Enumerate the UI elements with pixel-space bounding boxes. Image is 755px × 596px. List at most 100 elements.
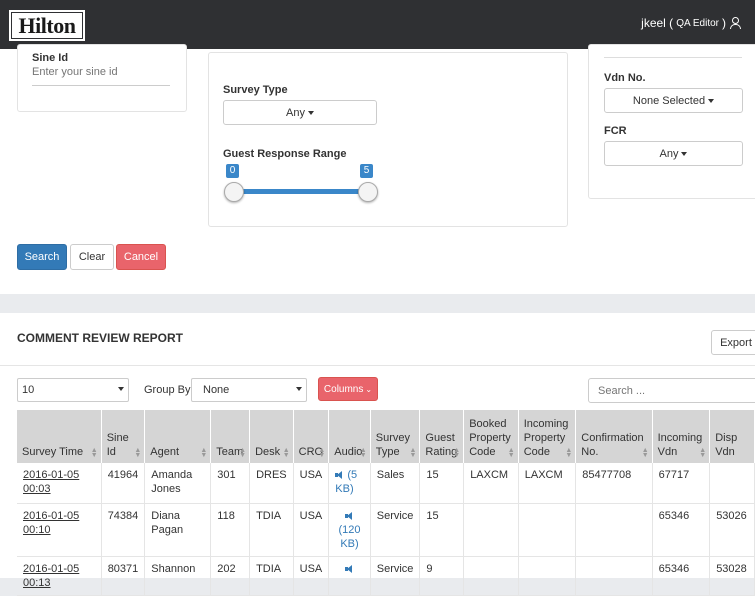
report-panel: COMMENT REVIEW REPORT Export 10 Group By… [0,313,755,596]
columns-button[interactable]: Columns ⌄ [318,377,378,401]
fcr-value: Any [659,147,679,160]
column-header[interactable]: Team ▲ ▼ [210,410,251,463]
table-cell: 65346 [652,503,711,557]
range-max-handle[interactable] [358,182,378,202]
caret-down-icon [708,98,715,103]
header-label: Guest Rating [425,432,458,458]
sort-icon: ▲ ▼ [90,447,98,459]
table-cell: 85477708 [575,463,653,504]
clear-button[interactable]: Clear [70,244,114,270]
column-header[interactable]: Booked Property Code ▲ ▼ [463,410,519,463]
sort-icon: ▲ ▼ [282,447,290,459]
audio-cell[interactable]: (5 KB) [328,463,371,504]
table-cell: Service [370,556,421,596]
table-cell: USA [293,503,330,557]
table-cell: 118 [210,503,251,557]
table-cell: TDIA [249,503,294,557]
vdn-dropdown[interactable]: None Selected [604,88,743,113]
table-cell [463,503,519,557]
range-min-handle[interactable] [224,182,244,202]
column-header[interactable]: CRO ▲ ▼ [293,410,330,463]
table-cell: Service [370,503,421,557]
export-button[interactable]: Export [711,330,755,355]
column-header[interactable]: Desk ▲ ▼ [249,410,294,463]
survey-filter-box [208,52,568,227]
sort-icon: ▲ ▼ [239,447,247,459]
table-cell: 74384 [101,503,146,557]
header-label: Incoming Property Code [523,418,569,458]
survey-type-dropdown[interactable]: Any [223,100,377,125]
sine-id-input[interactable] [32,66,172,78]
column-header[interactable]: Survey Time ▲ ▼ [17,410,102,463]
speaker-icon [335,471,344,480]
table-cell: Shannon [144,556,212,596]
range-max-tooltip: 5 [360,164,373,178]
sort-icon: ▲ ▼ [641,447,649,459]
table-cell: Sales [370,463,421,504]
audio-cell[interactable]: (120 KB) [328,503,371,557]
fcr-label: FCR [604,125,627,137]
header-label: CRO [298,446,324,458]
caret-down-icon [681,151,688,156]
table-cell: 15 [419,463,465,504]
table-cell [575,503,653,557]
table-cell: 53026 [709,503,755,557]
survey-type-value: Any [286,106,305,119]
sort-icon: ▲ ▼ [565,447,573,459]
table-cell: LAXCM [518,463,577,504]
header-label: Survey Time [22,446,84,458]
cancel-button[interactable]: Cancel [116,244,166,270]
audio-size: (120 KB) [338,523,361,550]
sort-icon: ▲ ▼ [134,447,142,459]
user-role: QA Editor [676,17,719,29]
column-header[interactable]: Confirmation No. ▲ ▼ [575,410,653,463]
table-cell: TDIA [249,556,294,596]
table-cell [575,556,653,596]
header-label: Sine Id [106,432,129,458]
column-header[interactable]: Guest Rating ▲ ▼ [419,410,465,463]
chevron-down-icon: ⌄ [365,384,373,394]
user-close-paren: ) [722,16,726,30]
survey-time-link[interactable]: 2016-01-05 00:10 [17,503,102,557]
table-cell: 9 [419,556,465,596]
search-button[interactable]: Search [17,244,67,270]
range-slider-track[interactable] [232,189,368,194]
header-label: Desk [255,446,281,458]
vdn-top-line [604,57,742,58]
table-cell: Diana Pagan [144,503,212,557]
group-by-select[interactable]: None [191,378,307,402]
sine-id-box [17,44,187,112]
table-cell: 41964 [101,463,146,504]
column-header[interactable]: Survey Type ▲ ▼ [370,410,421,463]
column-header[interactable]: Incoming Vdn ▲ ▼ [652,410,711,463]
fcr-dropdown[interactable]: Any [604,141,743,166]
hilton-logo[interactable]: Hilton [9,10,85,41]
speaker-icon [345,564,354,573]
survey-time-link[interactable]: 2016-01-05 00:13 [17,556,102,596]
logo-text: Hilton [18,12,76,38]
table-row: 2016-01-05 00:10 74384 Diana Pagan 118 T… [17,503,755,557]
page-size-select[interactable]: 10 [17,378,129,402]
column-header[interactable]: Sine Id ▲ ▼ [101,410,146,463]
sine-id-underline [32,85,170,86]
column-header[interactable]: Audio ▲ ▼ [328,410,371,463]
report-search-input[interactable] [588,378,755,403]
header-label: Team [216,446,244,458]
audio-cell[interactable] [328,556,371,596]
columns-label: Columns [323,383,364,395]
sine-id-label: Sine Id [32,52,69,64]
survey-time-link[interactable]: 2016-01-05 00:03 [17,463,102,504]
caret-down-icon [307,110,314,115]
vdn-label: Vdn No. [604,72,646,84]
user-menu[interactable]: jkeel ( QA Editor ) [641,16,741,30]
table-row: 2016-01-05 00:13 80371 Shannon 202 TDIA … [17,556,755,596]
column-header[interactable]: Incoming Property Code ▲ ▼ [518,410,577,463]
column-header[interactable]: Disp Vdn [709,410,755,463]
table-cell [709,463,755,504]
group-by-label: Group By [144,384,191,396]
table-cell: 15 [419,503,465,557]
range-min-tooltip: 0 [226,164,239,178]
survey-type-label: Survey Type [223,84,288,96]
column-header[interactable]: Agent ▲ ▼ [144,410,212,463]
table-row: 2016-01-05 00:03 41964 Amanda Jones 301 … [17,463,755,504]
